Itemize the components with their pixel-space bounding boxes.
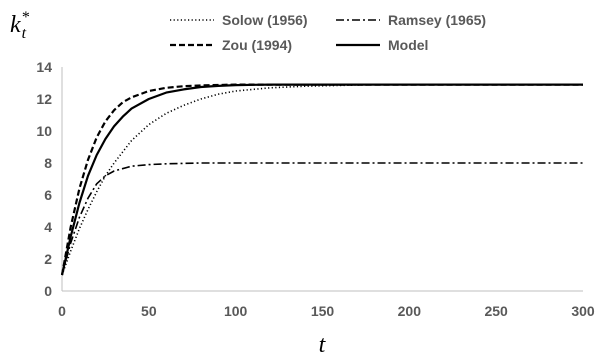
series-line-3 (60, 83, 583, 276)
y-tick-label: 10 (36, 123, 52, 139)
series-line-2 (60, 83, 583, 276)
x-tick-label: 150 (311, 303, 335, 319)
y-tick-label: 14 (36, 59, 52, 75)
series-lines (60, 83, 583, 276)
legend-label-0: Solow (1956) (222, 12, 308, 28)
series-line-1 (61, 162, 583, 276)
y-axis-label-sup: * (21, 9, 29, 26)
x-tick-label: 250 (484, 303, 508, 319)
x-tick-label: 100 (224, 303, 248, 319)
legend: Solow (1956) Ramsey (1965) Zou (1994) Model (170, 12, 486, 53)
x-tick-label: 50 (141, 303, 157, 319)
x-tick-label: 0 (58, 303, 66, 319)
series-line-0 (61, 83, 583, 276)
y-tick-label: 6 (44, 187, 52, 203)
axes: 0 2 4 6 8 10 12 14 0 50 100 150 200 250 300 (36, 59, 594, 319)
y-tick-label: 4 (44, 219, 52, 235)
legend-label-3: Model (388, 37, 428, 53)
y-tick-label: 0 (44, 283, 52, 299)
x-tick-label: 200 (398, 303, 422, 319)
legend-label-1: Ramsey (1965) (388, 12, 486, 28)
y-axis-label-base: k (10, 12, 21, 38)
y-axis-label-sub: t (22, 25, 27, 42)
y-tick-label: 8 (44, 155, 52, 171)
y-axis-label: kt* (10, 9, 29, 42)
x-axis-label: t (319, 332, 327, 357)
legend-label-2: Zou (1994) (222, 37, 292, 53)
y-tick-label: 12 (36, 91, 52, 107)
y-tick-label: 2 (44, 251, 52, 267)
x-tick-label: 300 (571, 303, 595, 319)
